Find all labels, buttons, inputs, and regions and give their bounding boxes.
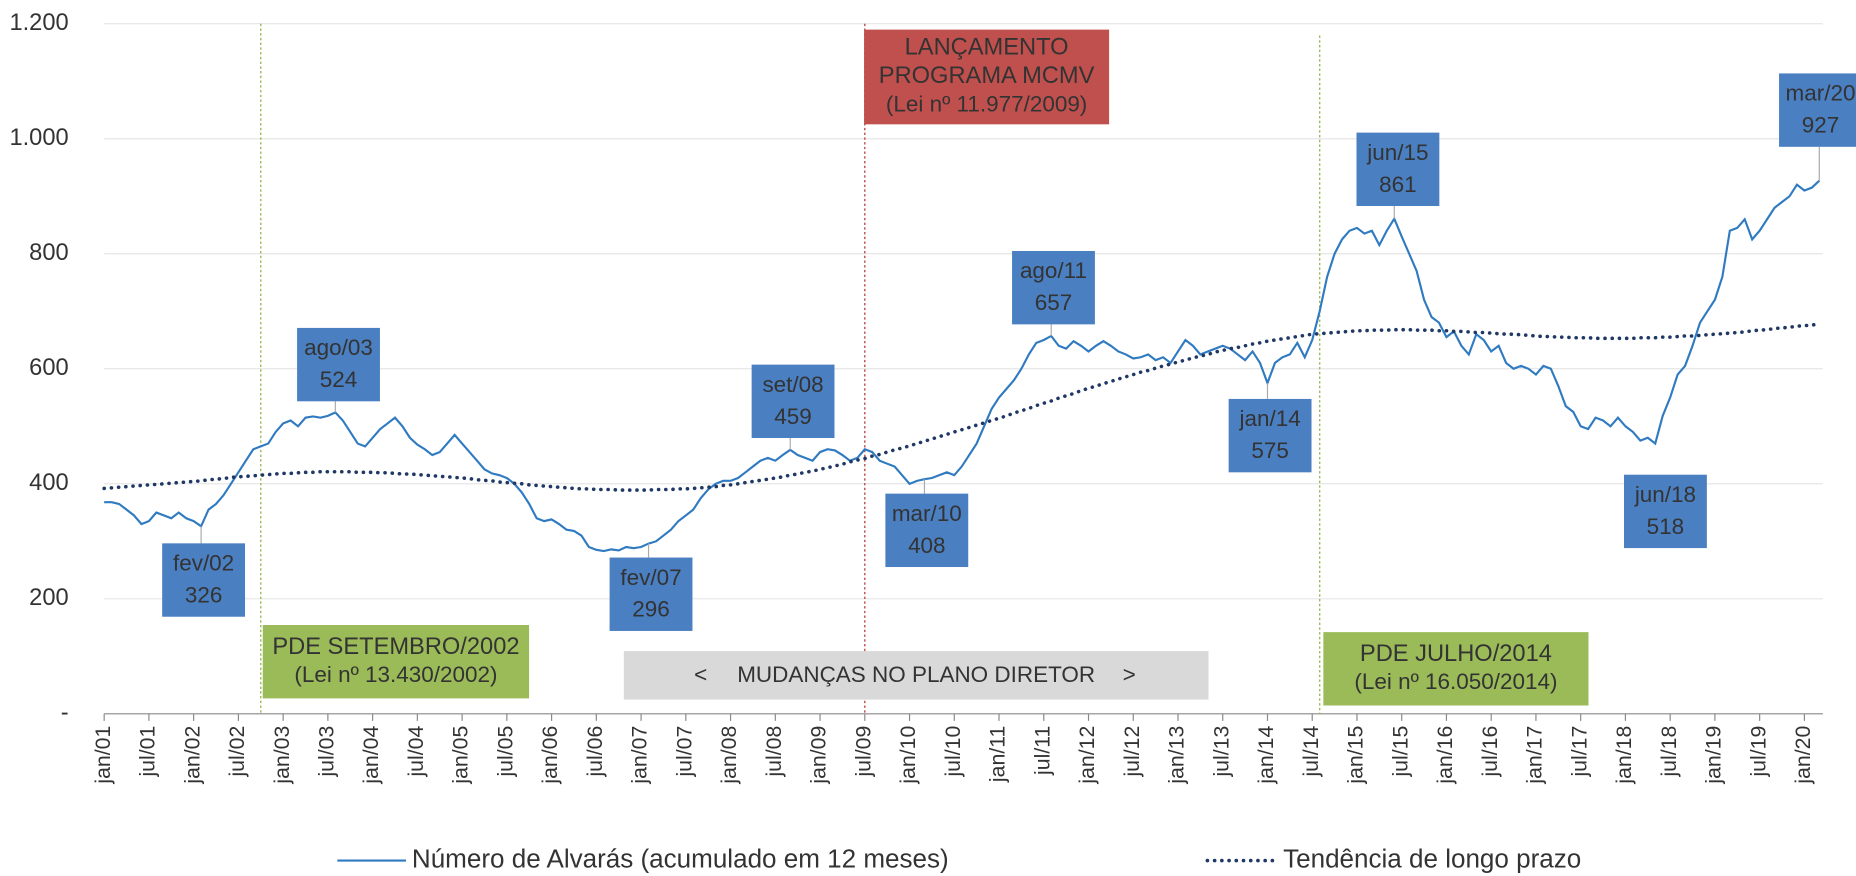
x-tick-label: jul/02	[225, 726, 249, 778]
x-tick-label: jul/05	[493, 726, 517, 778]
x-tick-label: jul/18	[1657, 726, 1681, 778]
event-box	[864, 29, 1110, 125]
x-tick-label: jul/16	[1478, 726, 1502, 778]
y-tick-label: 600	[29, 355, 68, 381]
x-tick-label: jan/13	[1165, 726, 1189, 785]
callout-box	[162, 543, 246, 617]
callout-box	[885, 493, 969, 568]
callout-box	[1356, 132, 1440, 206]
callout-value: 861	[1379, 172, 1417, 197]
x-tick-label: jan/17	[1523, 726, 1547, 785]
event-title: PDE JULHO/2014	[1360, 641, 1552, 667]
y-tick-label: 1.000	[9, 125, 68, 151]
x-tick-label: jan/02	[180, 726, 204, 785]
x-tick-label: jul/17	[1567, 726, 1591, 778]
x-tick-label: jan/14	[1254, 725, 1278, 784]
callout-value: 575	[1251, 438, 1289, 463]
x-tick-label: jan/20	[1791, 725, 1815, 784]
callout-box	[1012, 250, 1095, 325]
event-subtitle: (Lei nº 11.977/2009)	[886, 91, 1087, 116]
legend-label: Tendência de longo prazo	[1283, 843, 1581, 873]
callout-value: 326	[185, 583, 222, 608]
x-tick-label: jul/04	[404, 725, 428, 777]
callout-value: 408	[908, 533, 946, 558]
event-subtitle: (Lei nº 13.430/2002)	[294, 662, 497, 687]
banner-right: >	[1123, 662, 1136, 687]
x-tick-label: jan/05	[449, 726, 473, 785]
x-tick-label: jan/03	[270, 726, 294, 785]
x-tick-label: jul/13	[1209, 726, 1233, 778]
x-tick-label: jul/14	[1299, 725, 1323, 777]
callout-label: jun/18	[1634, 482, 1696, 507]
y-tick-label: 400	[29, 470, 68, 496]
series-line	[104, 179, 1821, 553]
callout-label: jun/15	[1366, 140, 1428, 165]
callout-box	[1779, 73, 1856, 147]
event-box	[1323, 632, 1589, 706]
callout-box	[1624, 474, 1707, 549]
callout-label: ago/03	[304, 335, 373, 360]
x-tick-label: jan/11	[986, 726, 1010, 783]
x-tick-label: jul/03	[315, 726, 339, 778]
x-tick-label: jan/08	[717, 726, 741, 785]
callout-value: 657	[1035, 290, 1073, 315]
x-tick-label: jul/11	[1030, 726, 1054, 776]
callout-box	[297, 327, 380, 402]
event-title: LANÇAMENTO PROGRAMA MCMV	[879, 35, 1095, 89]
callout-label: jan/14	[1238, 406, 1300, 431]
x-tick-label: jul/07	[672, 726, 696, 778]
x-tick-label: jan/04	[359, 725, 383, 784]
callout-box	[1228, 398, 1312, 473]
x-tick-label: jan/09	[807, 726, 831, 785]
y-tick-label: 200	[29, 585, 68, 611]
x-tick-label: jan/07	[628, 726, 652, 785]
callout-label: mar/20	[1786, 81, 1856, 106]
callout-value: 459	[774, 404, 812, 429]
y-tick-label: -	[61, 700, 69, 726]
callout-value: 518	[1647, 514, 1685, 539]
x-tick-label: jan/19	[1702, 726, 1726, 785]
x-tick-label: jul/08	[762, 726, 786, 778]
event-title: PDE SETEMBRO/2002	[272, 634, 519, 660]
x-tick-label: jan/10	[896, 725, 920, 784]
x-tick-label: jul/10	[941, 725, 965, 777]
x-tick-label: jul/12	[1120, 726, 1144, 778]
callout-label: set/08	[762, 372, 823, 397]
banner	[623, 651, 1209, 700]
x-tick-label: jan/12	[1075, 726, 1099, 785]
callout-value: 524	[320, 367, 358, 392]
callout-label: fev/02	[173, 551, 234, 576]
callout-label: ago/11	[1020, 258, 1087, 283]
y-tick-label: 800	[29, 240, 68, 266]
legend-label: Número de Alvarás (acumulado em 12 meses…	[412, 843, 949, 873]
x-tick-label: jul/06	[583, 726, 607, 778]
callout-value: 927	[1802, 113, 1840, 138]
x-tick-label: jul/19	[1746, 726, 1770, 778]
callout-label: mar/10	[892, 501, 962, 526]
event-box	[262, 625, 530, 699]
y-tick-label: 1.200	[9, 10, 68, 36]
banner-left: <	[694, 662, 707, 687]
x-tick-label: jul/01	[136, 726, 160, 778]
event-subtitle: (Lei nº 16.050/2014)	[1354, 669, 1557, 694]
callout-box	[609, 557, 693, 631]
x-tick-label: jul/15	[1388, 726, 1412, 778]
x-tick-label: jan/15	[1344, 726, 1368, 785]
x-tick-label: jan/16	[1433, 726, 1457, 785]
callout-box	[751, 364, 835, 438]
x-tick-label: jan/06	[538, 726, 562, 785]
x-tick-label: jan/01	[91, 726, 115, 785]
x-tick-label: jul/09	[851, 726, 875, 778]
x-tick-label: jan/18	[1612, 726, 1636, 785]
callout-value: 296	[632, 597, 670, 622]
banner-text: MUDANÇAS NO PLANO DIRETOR	[737, 662, 1095, 687]
callout-label: fev/07	[620, 565, 681, 590]
series-line	[102, 322, 1822, 492]
